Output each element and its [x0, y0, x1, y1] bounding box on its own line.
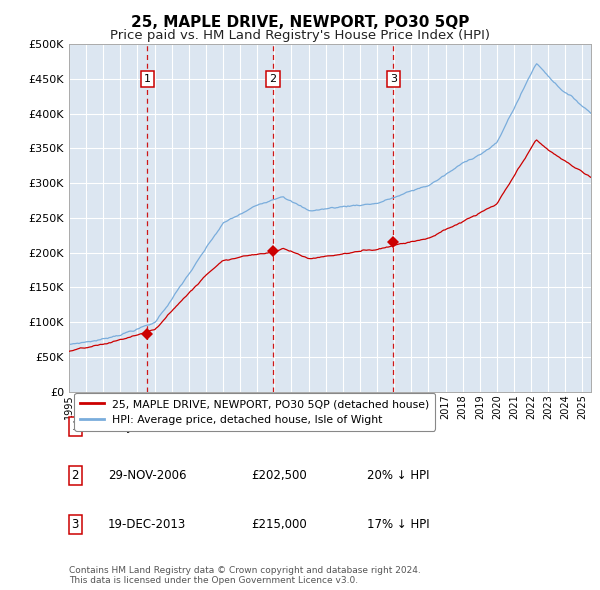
- Text: Price paid vs. HM Land Registry's House Price Index (HPI): Price paid vs. HM Land Registry's House …: [110, 30, 490, 42]
- Text: 3: 3: [390, 74, 397, 84]
- Text: 29-NOV-2006: 29-NOV-2006: [108, 469, 187, 482]
- Text: 2: 2: [269, 74, 277, 84]
- Text: £82,500: £82,500: [252, 420, 300, 433]
- Text: 16% ↓ HPI: 16% ↓ HPI: [367, 420, 429, 433]
- Text: 17% ↓ HPI: 17% ↓ HPI: [367, 518, 429, 531]
- Text: 1: 1: [71, 420, 79, 433]
- Text: 30-JUL-1999: 30-JUL-1999: [108, 420, 181, 433]
- Text: 19-DEC-2013: 19-DEC-2013: [108, 518, 187, 531]
- Text: 20% ↓ HPI: 20% ↓ HPI: [367, 469, 429, 482]
- Text: £202,500: £202,500: [252, 469, 307, 482]
- Text: £215,000: £215,000: [252, 518, 307, 531]
- Text: Contains HM Land Registry data © Crown copyright and database right 2024.
This d: Contains HM Land Registry data © Crown c…: [69, 566, 421, 585]
- Text: 3: 3: [71, 518, 79, 531]
- Legend: 25, MAPLE DRIVE, NEWPORT, PO30 5QP (detached house), HPI: Average price, detache: 25, MAPLE DRIVE, NEWPORT, PO30 5QP (deta…: [74, 393, 435, 431]
- Text: 1: 1: [144, 74, 151, 84]
- Text: 2: 2: [71, 469, 79, 482]
- Text: 25, MAPLE DRIVE, NEWPORT, PO30 5QP: 25, MAPLE DRIVE, NEWPORT, PO30 5QP: [131, 15, 469, 30]
